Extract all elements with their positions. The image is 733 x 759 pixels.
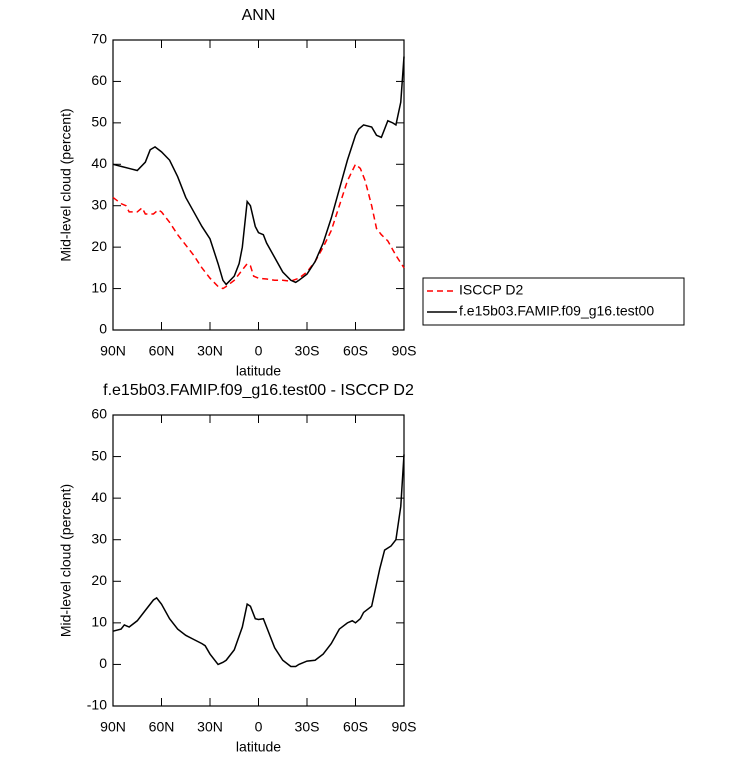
x-tick-label: 0 (255, 343, 263, 359)
x-tick-label: 90S (392, 343, 417, 359)
x-tick-label: 0 (255, 719, 263, 735)
y-tick-label: 10 (91, 614, 107, 630)
data-line (112, 454, 405, 668)
x-axis-label: latitude (236, 739, 281, 755)
y-tick-label: 30 (91, 196, 107, 212)
x-tick-label: 30N (197, 343, 223, 359)
x-tick-label: 90S (392, 719, 417, 735)
x-axis-label: latitude (236, 363, 281, 379)
data-line (112, 56, 405, 286)
y-tick-label: 0 (99, 655, 107, 671)
x-tick-label: 90N (100, 719, 126, 735)
y-tick-label: 20 (91, 238, 107, 254)
y-tick-label: 60 (91, 406, 107, 422)
y-tick-label: 10 (91, 279, 107, 295)
y-tick-label: 70 (91, 31, 107, 47)
y-tick-label: 30 (91, 530, 107, 546)
legend-label: f.e15b03.FAMIP.f09_g16.test00 (459, 303, 654, 319)
y-tick-label: 20 (91, 572, 107, 588)
chart-title: ANN (242, 7, 276, 24)
x-tick-label: 60S (343, 719, 368, 735)
y-tick-label: 60 (91, 72, 107, 88)
legend-label: ISCCP D2 (459, 282, 524, 298)
plot-frame (112, 39, 405, 331)
y-tick-label: 50 (91, 114, 107, 130)
y-tick-label: 50 (91, 447, 107, 463)
y-tick-label: 40 (91, 489, 107, 505)
x-tick-label: 30S (295, 343, 320, 359)
y-tick-label: 40 (91, 155, 107, 171)
x-tick-label: 60N (149, 719, 175, 735)
x-tick-label: 60N (149, 343, 175, 359)
data-line (112, 163, 405, 290)
y-tick-label: 0 (99, 321, 107, 337)
y-tick-label: -10 (87, 697, 107, 713)
x-tick-label: 30N (197, 719, 223, 735)
chart-title: f.e15b03.FAMIP.f09_g16.test00 - ISCCP D2 (103, 382, 414, 399)
y-axis-label: Mid-level cloud (percent) (58, 484, 74, 637)
x-tick-label: 60S (343, 343, 368, 359)
legend-box (422, 277, 685, 326)
x-tick-label: 90N (100, 343, 126, 359)
y-axis-label: Mid-level cloud (percent) (58, 108, 74, 261)
x-tick-label: 30S (295, 719, 320, 735)
plot-frame (112, 414, 405, 707)
